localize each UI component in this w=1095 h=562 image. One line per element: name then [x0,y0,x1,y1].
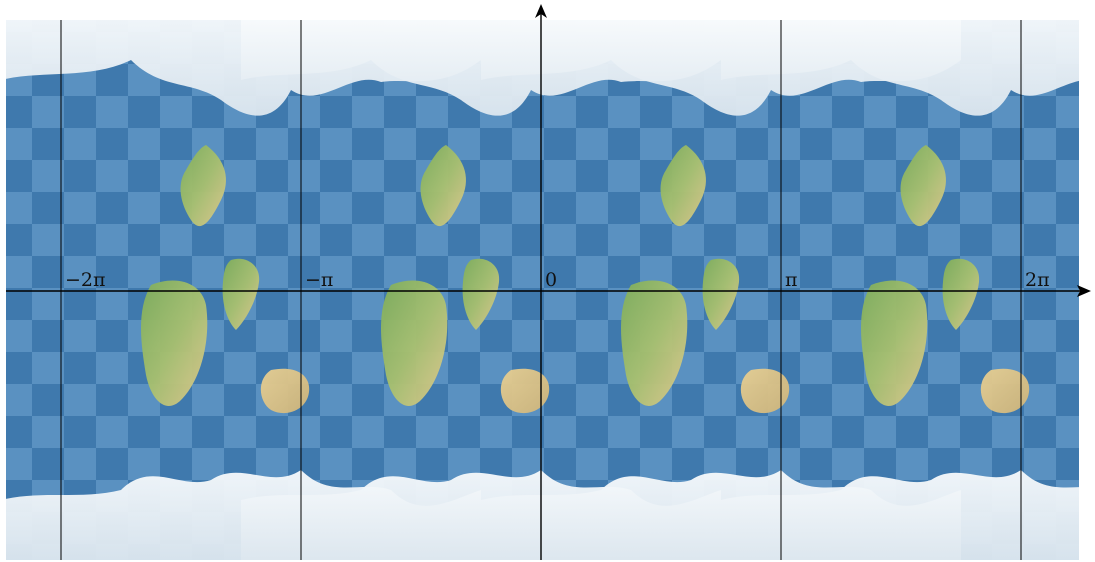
landmass-west [861,280,928,406]
islands-center [942,258,980,330]
landmass-west [621,280,688,406]
islands-center [702,258,740,330]
landmass-east [740,368,790,414]
x-tick-label: 2π [1025,269,1050,291]
landmass-north [420,145,466,227]
grid-lines [60,20,1022,560]
landmass-east [500,368,550,414]
map-imagery [6,20,1079,560]
landmass-east [980,368,1030,414]
x-tick-labels: −2π −π 0 π 2π [65,269,1050,291]
x-tick-label: π [785,269,798,291]
x-tick-label: −2π [65,269,106,291]
x-tick-label: 0 [545,269,557,291]
x-tick-label: −π [305,269,333,291]
landmass-west [141,280,208,406]
landmass-west [381,280,448,406]
ice-cap-top [721,20,1079,116]
landmass-north [900,145,946,227]
x-axis-arrow [1077,285,1091,297]
landmass-east [260,368,310,414]
ice-cap-bottom [721,470,1079,560]
y-axis-arrow [535,4,547,18]
landmass-north [660,145,706,227]
islands-center [462,258,500,330]
landmass-north [180,145,226,227]
map-tile [721,20,1079,560]
islands-center [222,258,260,330]
